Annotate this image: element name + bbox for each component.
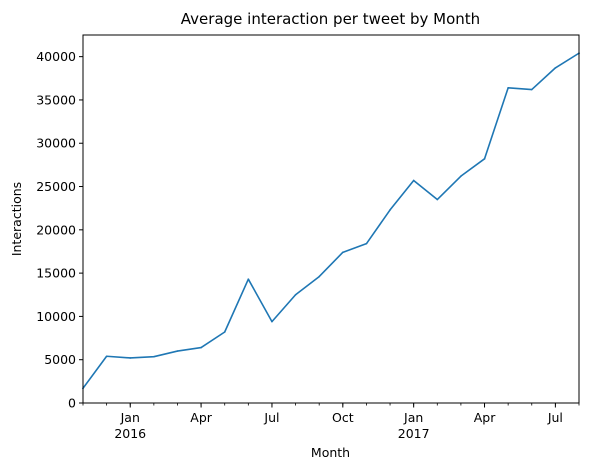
data-point bbox=[507, 87, 509, 89]
x-tick-label: Jul bbox=[263, 410, 279, 425]
y-tick-label: 35000 bbox=[36, 92, 76, 107]
x-tick-label: Jan bbox=[403, 410, 423, 425]
y-tick-label: 10000 bbox=[36, 309, 76, 324]
data-point bbox=[271, 320, 273, 323]
data-point bbox=[342, 251, 344, 254]
y-tick-label: 25000 bbox=[36, 179, 76, 194]
y-tick-label: 20000 bbox=[36, 222, 76, 237]
data-point bbox=[530, 88, 533, 91]
data-point bbox=[153, 355, 155, 358]
data-point bbox=[247, 278, 250, 280]
series-line bbox=[81, 52, 581, 390]
data-point bbox=[436, 198, 439, 201]
data-point bbox=[200, 346, 202, 349]
data-point bbox=[223, 331, 226, 333]
y-tick-label: 15000 bbox=[36, 266, 76, 281]
plot-area bbox=[81, 52, 581, 390]
data-point bbox=[460, 175, 462, 177]
chart-title: Average interaction per tweet by Month bbox=[181, 10, 480, 28]
y-axis-label: Interactions bbox=[9, 182, 24, 256]
x-tick-label: Jan bbox=[120, 410, 140, 425]
y-tick-label: 30000 bbox=[36, 136, 76, 151]
data-point bbox=[554, 67, 557, 69]
data-point bbox=[483, 158, 486, 160]
x-tick-label: Jul bbox=[547, 410, 563, 425]
data-point bbox=[389, 209, 391, 211]
data-point bbox=[129, 357, 132, 359]
x-tick-label: Apr bbox=[190, 410, 212, 425]
x-tick-label: Oct bbox=[332, 410, 354, 425]
data-point bbox=[318, 275, 320, 278]
plot-frame bbox=[82, 34, 580, 404]
x-axis-label: Month bbox=[311, 445, 350, 460]
y-tick-label: 40000 bbox=[36, 49, 76, 64]
data-point bbox=[412, 179, 415, 182]
x-tick-label: Apr bbox=[474, 410, 496, 425]
data-point bbox=[105, 355, 108, 358]
x-tick-year-label: 2017 bbox=[398, 426, 430, 441]
y-axis: 0 5000 10000 15000 20000 25000 30000 35000 40000 bbox=[36, 49, 83, 411]
data-point bbox=[176, 350, 179, 352]
x-tick-year-label: 2016 bbox=[114, 426, 146, 441]
y-tick-label: 0 bbox=[68, 396, 76, 411]
y-tick-label: 5000 bbox=[44, 352, 76, 367]
data-point bbox=[294, 293, 297, 296]
data-point bbox=[365, 242, 368, 245]
